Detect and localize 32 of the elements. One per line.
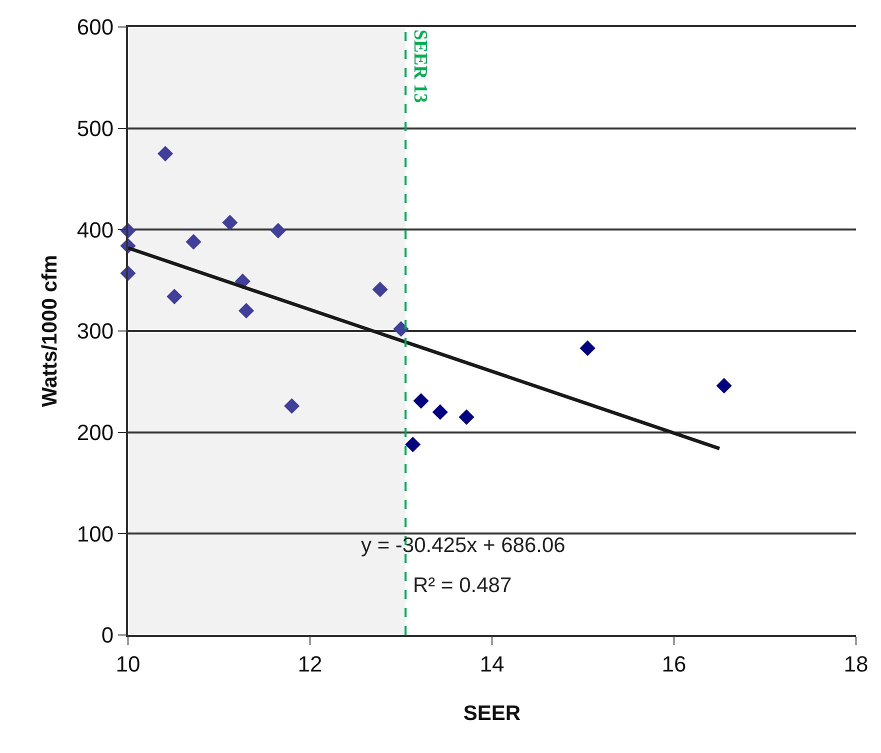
ref-line-label: SEER 13	[410, 29, 431, 103]
y-axis-title: Watts/1000 cfm	[38, 254, 62, 408]
point	[405, 436, 421, 452]
point	[413, 393, 429, 409]
point	[432, 404, 448, 420]
y-tick-label: 200	[76, 420, 114, 446]
point	[238, 302, 254, 319]
point	[458, 409, 474, 425]
y-tick-label: 600	[76, 14, 114, 40]
point	[393, 321, 409, 337]
y-tick-label: 100	[76, 521, 114, 546]
x-tick-label: 14	[480, 651, 504, 676]
y-tick-label: 500	[76, 116, 114, 142]
point	[158, 146, 174, 162]
point	[716, 378, 732, 394]
point	[166, 288, 182, 304]
y-tick-label: 0	[101, 622, 114, 648]
x-tick-label: 12	[298, 651, 322, 676]
annotation: y = -30.425x + 686.06	[361, 534, 566, 557]
annotation: R² = 0.487	[413, 574, 512, 597]
point	[284, 398, 300, 414]
x-axis-title: SEER	[463, 702, 521, 726]
x-tick-label: 10	[116, 651, 140, 676]
point	[186, 234, 202, 250]
x-tick-label: 16	[662, 651, 686, 676]
point	[580, 340, 596, 356]
y-tick-label: 400	[76, 217, 114, 242]
y-tick-label: 300	[76, 318, 114, 344]
point	[372, 282, 388, 298]
point	[270, 222, 286, 238]
x-tick-label: 18	[844, 651, 868, 676]
point	[222, 214, 238, 230]
